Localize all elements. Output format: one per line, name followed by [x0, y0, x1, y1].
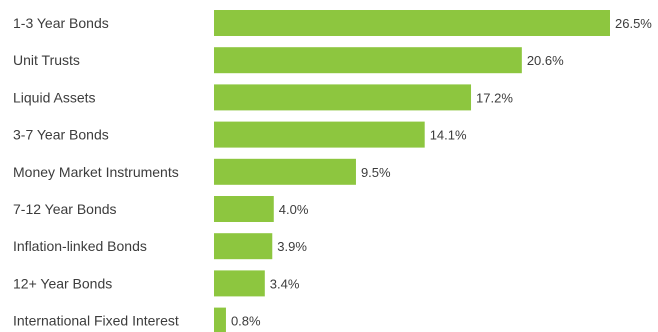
value-label: 4.0%: [279, 202, 309, 217]
value-label: 9.5%: [361, 165, 391, 180]
category-label: 1-3 Year Bonds: [13, 15, 109, 31]
category-label: Inflation-linked Bonds: [13, 238, 147, 254]
value-label: 3.9%: [277, 239, 307, 254]
value-label: 26.5%: [615, 16, 652, 31]
category-label: 12+ Year Bonds: [13, 275, 112, 291]
value-label: 20.6%: [527, 53, 564, 68]
bar: [214, 10, 610, 36]
category-label: Unit Trusts: [13, 52, 80, 68]
bar: [214, 307, 226, 332]
bar: [214, 196, 274, 222]
category-label: 3-7 Year Bonds: [13, 127, 109, 143]
value-label: 14.1%: [430, 128, 467, 143]
bar: [214, 84, 472, 111]
bar: [214, 270, 265, 297]
value-label: 17.2%: [476, 90, 513, 105]
value-label: 3.4%: [270, 276, 300, 291]
bar: [214, 121, 425, 148]
category-label: International Fixed Interest: [13, 313, 179, 329]
category-label: 7-12 Year Bonds: [13, 201, 117, 217]
bar: [214, 233, 273, 260]
bar: [214, 158, 356, 185]
value-label: 0.8%: [231, 314, 261, 329]
bar: [214, 47, 522, 74]
category-label: Money Market Instruments: [13, 164, 179, 180]
category-label: Liquid Assets: [13, 89, 96, 105]
